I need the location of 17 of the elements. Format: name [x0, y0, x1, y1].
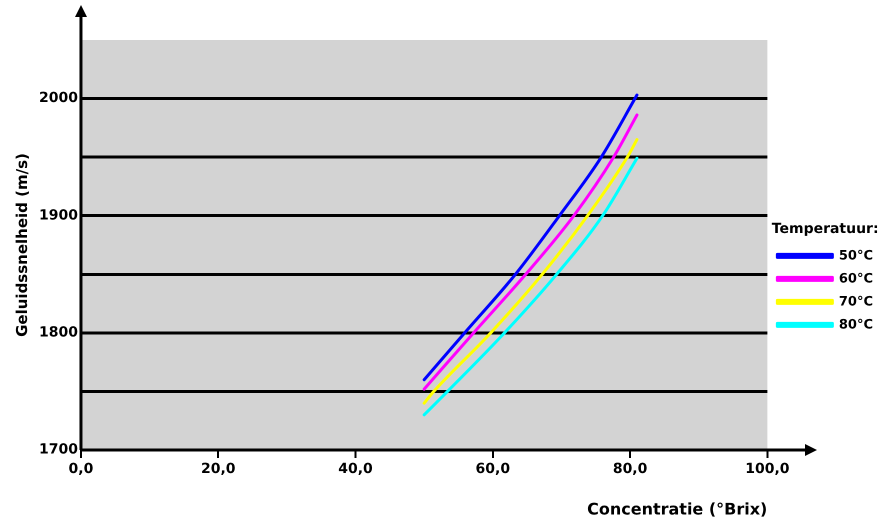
- legend-label: 70°C: [838, 294, 874, 310]
- legend-label: 50°C: [838, 248, 874, 264]
- x-tick-label: 80,0: [612, 461, 648, 478]
- x-tick-label: 0,0: [68, 461, 94, 478]
- y-axis-title: Geluidssnelheid (m/s): [12, 153, 31, 337]
- x-tick-label: 40,0: [338, 461, 374, 478]
- x-tick-label: 100,0: [745, 461, 790, 478]
- legend-label: 80°C: [838, 317, 874, 332]
- x-tick-label: 20,0: [200, 461, 236, 478]
- y-tick-label: 1900: [38, 207, 78, 224]
- x-tick-label: 60,0: [476, 461, 510, 478]
- y-tick-label: 1700: [38, 442, 78, 458]
- y-tick-label: 2000: [38, 90, 78, 106]
- legend-label: 60°C: [838, 271, 874, 286]
- legend-title: Temperatuur:: [772, 221, 879, 238]
- y-tick-label: 1800: [38, 324, 78, 340]
- x-axis-title: Concentratie (°Brix): [587, 500, 768, 519]
